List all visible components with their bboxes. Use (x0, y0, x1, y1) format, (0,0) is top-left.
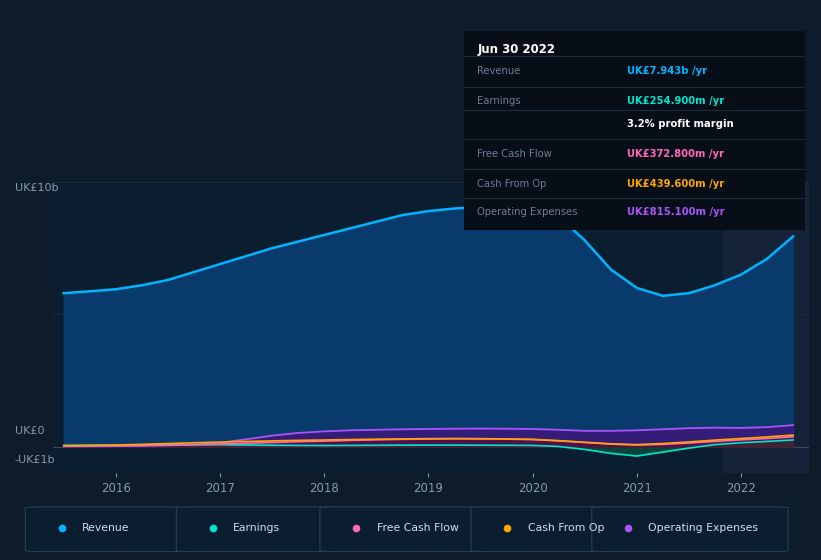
Text: 3.2% profit margin: 3.2% profit margin (627, 119, 734, 129)
Bar (723, 182, 809, 473)
Text: Revenue: Revenue (82, 523, 130, 533)
Text: -UK£1b: -UK£1b (15, 455, 55, 465)
FancyBboxPatch shape (471, 507, 607, 552)
Text: UK£439.600m /yr: UK£439.600m /yr (627, 179, 725, 189)
Text: UK£0: UK£0 (15, 426, 44, 436)
Text: Jun 30 2022: Jun 30 2022 (478, 43, 556, 56)
FancyBboxPatch shape (320, 507, 479, 552)
Text: UK£815.100m /yr: UK£815.100m /yr (627, 207, 725, 217)
Text: Revenue: Revenue (478, 66, 521, 76)
Text: UK£254.900m /yr: UK£254.900m /yr (627, 96, 725, 106)
Text: UK£10b: UK£10b (15, 183, 58, 193)
Text: Operating Expenses: Operating Expenses (649, 523, 759, 533)
Text: Free Cash Flow: Free Cash Flow (478, 149, 553, 159)
Text: Free Cash Flow: Free Cash Flow (377, 523, 458, 533)
Text: Cash From Op: Cash From Op (528, 523, 604, 533)
Text: Operating Expenses: Operating Expenses (478, 207, 578, 217)
FancyBboxPatch shape (25, 507, 184, 552)
Text: UK£7.943b /yr: UK£7.943b /yr (627, 66, 708, 76)
Text: Earnings: Earnings (478, 96, 521, 106)
FancyBboxPatch shape (177, 507, 335, 552)
Text: Earnings: Earnings (233, 523, 280, 533)
FancyBboxPatch shape (592, 507, 788, 552)
Text: Cash From Op: Cash From Op (478, 179, 547, 189)
Text: UK£372.800m /yr: UK£372.800m /yr (627, 149, 724, 159)
